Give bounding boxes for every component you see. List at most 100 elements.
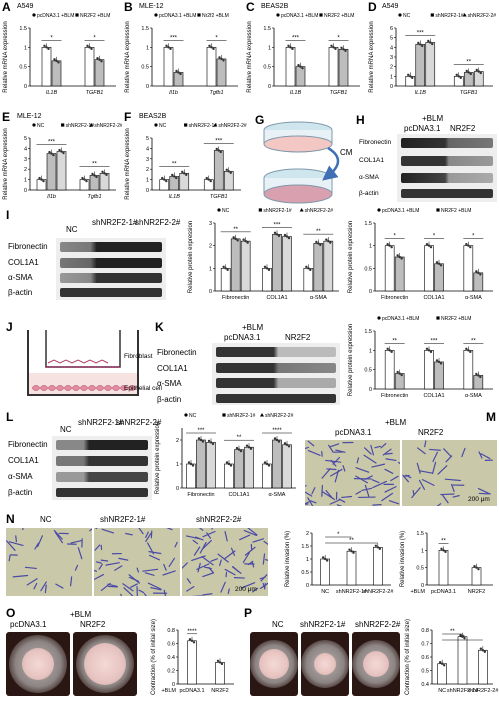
data-point-i xyxy=(327,239,330,243)
data-point-f xyxy=(181,170,184,174)
x-tick-label-b: Il1b xyxy=(169,90,178,96)
stained-cell xyxy=(385,458,397,462)
y-tick-label-i: 1 xyxy=(209,266,212,272)
sig-label-k: ** xyxy=(471,338,476,344)
data-point-d xyxy=(409,75,412,78)
ylabel-c: Relative mRNA expression xyxy=(247,21,253,92)
stained-cell xyxy=(100,559,109,562)
data-point-h xyxy=(427,244,431,247)
bar-c xyxy=(328,47,339,87)
chart-e: Relative mRNA expression 0 1 2 3 4 5 NC shNR2F2-… xyxy=(3,123,122,200)
data-point-i xyxy=(275,233,279,236)
y-tick-label-c: 0.5 xyxy=(263,65,271,71)
stained-cell xyxy=(305,501,310,505)
data-point-d xyxy=(411,76,414,80)
y-tick-label-n1: 2 xyxy=(306,531,309,537)
y-tick-label-e: 2 xyxy=(24,167,27,173)
data-point-n2 xyxy=(442,549,445,552)
panel-label-m: M xyxy=(486,410,496,424)
data-point-i xyxy=(325,238,328,241)
data-point-i xyxy=(265,267,269,270)
data-point-i xyxy=(242,238,245,241)
n-micrograph-sh1 xyxy=(94,528,180,596)
stained-cell xyxy=(211,528,213,530)
y-tick-label-f: 2 xyxy=(146,167,149,173)
stained-cell xyxy=(330,468,343,477)
stained-cell xyxy=(437,465,448,475)
stained-cell xyxy=(192,539,199,545)
x-tick-label-d: IL1B xyxy=(415,90,427,96)
data-point-k xyxy=(477,374,480,377)
data-point-l xyxy=(239,449,243,453)
y-tick-label-n2: 1 xyxy=(421,548,424,554)
sig-label-h: * xyxy=(433,234,436,240)
k-row-asma: α-SMA xyxy=(157,379,182,388)
data-point-h xyxy=(386,242,389,246)
data-point-l xyxy=(283,442,287,445)
legend-label-h: NR2F2 +BLM xyxy=(441,208,471,214)
data-point-l xyxy=(209,441,213,444)
bar-i xyxy=(240,240,251,292)
l-row-fibronectin: Fibronectin xyxy=(8,440,48,449)
stained-cell xyxy=(329,499,341,505)
data-point-k xyxy=(465,347,468,351)
coculture-schematic xyxy=(263,121,340,204)
transwell-schematic xyxy=(27,330,139,396)
y-tick-label-h: 0.5 xyxy=(364,266,372,272)
data-point-h xyxy=(477,271,480,275)
panel-label-f: F xyxy=(124,110,132,124)
data-point-i xyxy=(273,231,277,235)
data-point-n2 xyxy=(475,566,478,569)
data-point-k xyxy=(388,349,391,352)
stained-cell xyxy=(307,440,315,447)
panel-label-d: D xyxy=(368,0,377,14)
data-point-d xyxy=(421,44,424,48)
bar-f xyxy=(213,150,224,191)
stained-cell xyxy=(197,562,201,573)
x-tick-label-p: NC xyxy=(438,688,446,694)
p-group-sh2: shNR2F2-2# xyxy=(355,620,401,629)
legend-label-l: shNR2F2-2# xyxy=(265,413,294,419)
stained-cell xyxy=(227,588,230,594)
y-tick-label-e: 0 xyxy=(24,188,27,194)
data-point-h xyxy=(437,262,441,265)
stained-cell xyxy=(381,492,394,502)
data-point-a xyxy=(100,60,103,63)
sig-label-d: ** xyxy=(466,60,471,66)
sig-label-k: ** xyxy=(392,338,397,344)
stained-cell xyxy=(452,495,460,498)
data-point-p xyxy=(463,637,466,640)
stained-cell xyxy=(202,593,213,596)
sig-label-f: ** xyxy=(172,161,177,167)
legend-marker-a xyxy=(32,13,36,17)
stained-cell xyxy=(259,582,268,590)
bar-k xyxy=(463,350,474,390)
y-tick-label-c: 1.5 xyxy=(263,26,271,32)
x-tick-label-e: Il1b xyxy=(47,194,56,200)
o-group-pc: pcDNA3.1 xyxy=(10,620,47,629)
y-tick-label-b: 0 xyxy=(146,84,149,90)
data-point-h xyxy=(469,245,472,249)
stained-cell xyxy=(388,500,400,505)
data-point-a xyxy=(53,58,56,61)
y-tick-label-e: 4 xyxy=(24,146,27,152)
y-tick-label-d: 6 xyxy=(390,26,393,32)
data-point-c xyxy=(287,44,290,48)
stained-cell xyxy=(98,563,103,570)
data-point-i xyxy=(309,268,312,272)
legend-label-a: NR2F2 +BLM xyxy=(80,13,110,19)
data-point-f xyxy=(163,178,166,181)
stained-cell xyxy=(411,487,421,499)
l-row-asma: α-SMA xyxy=(8,472,33,481)
sig-label-n1: * xyxy=(337,532,340,538)
cm-label: CM xyxy=(340,148,353,157)
k-row-col1a1: COL1A1 xyxy=(157,364,188,373)
stained-cell xyxy=(244,546,256,556)
x-tick-label-i: Fibronectin xyxy=(222,295,249,301)
data-point-p xyxy=(479,647,483,650)
m-micrograph-pcdna xyxy=(305,440,400,506)
stained-cell xyxy=(208,566,215,574)
data-point-f xyxy=(229,171,232,174)
legend-label-c: pcDNA3.1 +BLM xyxy=(281,13,318,19)
epithelial-label: Epithelial cell xyxy=(124,385,162,392)
